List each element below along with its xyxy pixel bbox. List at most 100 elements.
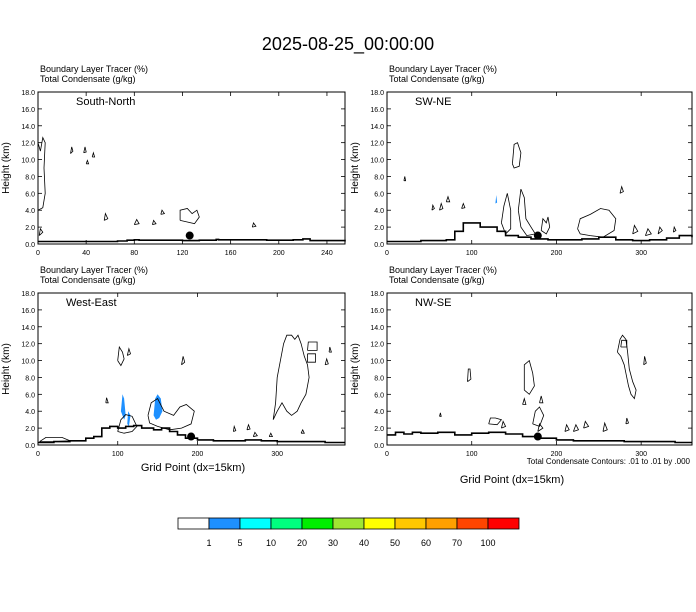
condensate-contour	[461, 202, 466, 209]
x-tick-label: 40	[82, 250, 90, 257]
condensate-contour	[252, 431, 258, 437]
x-tick-label: 160	[225, 250, 237, 257]
y-tick-label: 2.0	[374, 426, 384, 433]
y-tick-label: 4.0	[25, 409, 35, 416]
condensate-contour	[577, 208, 617, 238]
y-tick-label: 6.0	[25, 392, 35, 399]
y-tick-label: 12.0	[21, 342, 35, 349]
colorbar-swatch	[487, 517, 520, 530]
location-marker	[187, 432, 196, 441]
colorbar-label: 20	[297, 538, 307, 548]
condensate-contour	[619, 185, 624, 194]
y-tick-label: 8.0	[25, 375, 35, 382]
colorbar-swatch	[301, 517, 334, 530]
x-tick-label: 0	[385, 451, 389, 458]
condensate-contour	[117, 345, 125, 367]
condensate-contour	[70, 146, 74, 154]
condensate-contour	[403, 176, 407, 182]
condensate-contour	[251, 221, 257, 228]
condensate-contour	[501, 420, 507, 429]
condensate-contour	[91, 151, 96, 158]
condensate-contour	[268, 432, 274, 437]
panel-header-line2: Total Condensate (g/kg)	[389, 275, 485, 285]
panel-title-nw-se: NW-SE	[415, 297, 451, 309]
y-tick-label: 10.0	[370, 158, 384, 165]
panel-title-west-east: West-East	[66, 297, 117, 309]
condensate-contour	[246, 423, 251, 431]
y-tick-label: 18.0	[21, 90, 35, 97]
condensate-contour	[83, 146, 87, 154]
condensate-contour	[564, 423, 570, 432]
condensate-contour	[439, 412, 442, 417]
panel-header-line2: Total Condensate (g/kg)	[40, 275, 136, 285]
condensate-contour	[540, 216, 551, 235]
colorbar-swatch	[239, 517, 272, 530]
condensate-contour	[523, 359, 535, 395]
x-tick-label: 0	[36, 250, 40, 257]
y-tick-label: 16.0	[21, 308, 35, 315]
x-tick-label: 300	[271, 451, 283, 458]
colorbar-swatch	[208, 517, 241, 530]
panel-header-line1: Boundary Layer Tracer (%)	[389, 265, 497, 275]
condensate-contour	[85, 159, 90, 165]
colorbar-label: 70	[452, 538, 462, 548]
condensate-contour	[133, 218, 140, 225]
y-tick-label: 14.0	[21, 124, 35, 131]
x-axis-label-bottom-right: Grid Point (dx=15km)	[460, 474, 564, 486]
terrain-line	[38, 238, 346, 243]
condensate-contour	[583, 420, 590, 429]
x-tick-label: 80	[130, 250, 138, 257]
condensate-contour	[517, 188, 536, 237]
y-tick-label: 8.0	[25, 174, 35, 181]
y-tick-label: 8.0	[374, 375, 384, 382]
y-tick-label: 18.0	[370, 90, 384, 97]
condensate-contour	[645, 227, 652, 236]
panel-header-line2: Total Condensate (g/kg)	[389, 74, 485, 84]
x-tick-label: 200	[551, 250, 563, 257]
y-tick-label: 10.0	[370, 359, 384, 366]
panel-title-south-north: South-North	[76, 96, 135, 108]
x-tick-label: 120	[177, 250, 189, 257]
panels-group: Boundary Layer Tracer (%)Total Condensat…	[1, 64, 693, 458]
y-tick-label: 12.0	[370, 141, 384, 148]
x-tick-label: 0	[385, 250, 389, 257]
colorbar-label: 40	[359, 538, 369, 548]
y-axis-label: Height (km)	[1, 343, 12, 395]
tracer-fill	[120, 394, 126, 420]
condensate-contour	[307, 341, 318, 351]
y-tick-label: 6.0	[374, 191, 384, 198]
y-tick-label: 0.0	[374, 242, 384, 249]
x-tick-label: 300	[635, 451, 647, 458]
plot-frame	[37, 91, 346, 245]
y-tick-label: 16.0	[370, 308, 384, 315]
y-tick-label: 4.0	[374, 409, 384, 416]
condensate-contour	[37, 136, 46, 211]
y-tick-label: 4.0	[25, 208, 35, 215]
condensate-contour	[105, 397, 109, 404]
figure-title: 2025-08-25_00:00:00	[262, 34, 434, 55]
contour-footnote: Total Condensate Contours: .01 to .01 by…	[527, 457, 691, 466]
y-tick-label: 16.0	[21, 107, 35, 114]
y-tick-label: 2.0	[374, 225, 384, 232]
y-tick-label: 10.0	[21, 158, 35, 165]
condensate-contour	[147, 398, 195, 431]
condensate-contour	[38, 227, 44, 236]
colorbar-label: 100	[480, 538, 495, 548]
condensate-contour	[620, 339, 628, 348]
plot-area	[38, 293, 345, 445]
condensate-contour	[39, 437, 71, 442]
colorbar-label: 5	[237, 538, 242, 548]
colorbar-swatch	[394, 517, 427, 530]
condensate-contour	[431, 203, 435, 211]
y-tick-label: 14.0	[370, 325, 384, 332]
colorbar: 1 5 10 20 30 40 50 60 70 100	[177, 517, 520, 548]
y-tick-label: 14.0	[370, 124, 384, 131]
plot-frame	[37, 292, 346, 446]
colorbar-swatch	[425, 517, 458, 530]
location-marker	[533, 432, 542, 441]
y-tick-label: 2.0	[25, 426, 35, 433]
terrain-line	[387, 431, 692, 444]
y-tick-label: 6.0	[374, 392, 384, 399]
y-tick-label: 8.0	[374, 174, 384, 181]
